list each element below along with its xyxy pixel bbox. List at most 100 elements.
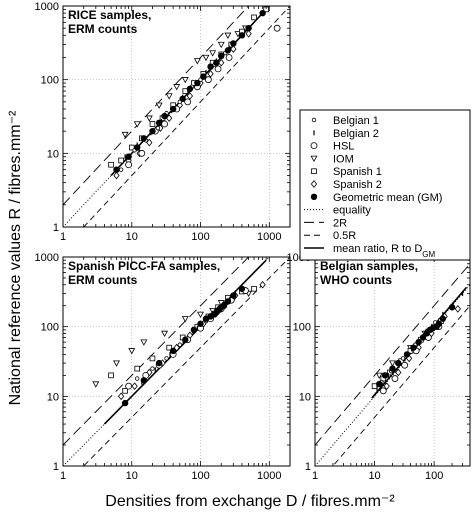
legend-label: IOM [333,153,354,165]
point-diamond-open [186,92,193,100]
legend-label: HSL [333,141,354,153]
point-circle-open [138,149,146,157]
point-square-open [149,355,156,362]
point-gm [190,326,198,334]
panel-title: Spanish PICC-FA samples, [68,259,220,273]
point-circle-open [161,120,168,128]
legend-label: equality [333,205,371,217]
point-gm [140,135,148,142]
plot-frame [62,256,291,467]
legend-swatch-square-open [311,168,317,175]
legend-swatch-circle-filled [310,193,318,200]
legend-swatch-triangle-down-open [310,155,318,163]
point-gm [169,105,177,113]
point-diamond-open [218,58,225,67]
point-square-open [118,157,124,164]
panel-title: RICE samples, [68,8,151,22]
legend-label: Spanish 1 [333,166,382,178]
legend-swatch-dot-open [311,117,317,123]
legend-item: HSL [310,141,354,153]
point-square-open [108,161,114,168]
point-circle-open [214,65,222,73]
line-2R [63,6,250,206]
line-0.5R [332,305,470,466]
legend-item: Spanish 1 [311,166,382,178]
point-triangle-down-open [140,339,148,346]
point-gm [410,344,417,351]
point-gm [415,338,422,346]
point-gm [140,377,148,384]
x-tick-label: 100 [191,231,209,243]
point-gm [207,63,214,70]
legend-item: 0.5R [304,230,356,242]
point-triangle-down-open [161,330,169,338]
point-circle-open [184,98,192,106]
point-triangle-down-open [128,348,136,355]
legend-label: Belgian 1 [333,115,379,127]
x-tick-label: 100 [191,470,209,482]
point-square-open [108,372,114,379]
y-tick-label: 1000 [35,1,59,13]
point-gm [230,292,237,299]
point-diamond-open [207,69,214,78]
point-dot-open [164,356,169,361]
point-gm [259,9,266,17]
point-gm [403,351,411,358]
point-square-open [134,365,141,372]
y-tick-label: 100 [293,322,311,334]
point-gm [224,47,232,54]
point-gm [197,320,204,327]
point-circle-open [391,375,399,382]
point-gm [448,304,456,311]
point-circle-open [401,361,409,369]
y-axis-label: National reference values R / fibres.mm⁻… [7,110,24,405]
point-triangle-down-open [209,50,217,57]
point-gm [125,153,132,160]
data-points [108,6,281,180]
point-triangle-down-open [224,32,232,39]
point-square-open [149,121,156,127]
point-gm [381,372,389,379]
y-tick-label: 10 [299,391,311,403]
x-tick-label: 1 [60,470,66,482]
point-square-open [251,285,257,292]
y-tick-label: 100 [41,322,59,334]
y-tick-label: 10 [47,148,59,160]
legend-swatch-circle-open [310,142,318,150]
point-triangle-down-open [197,311,205,319]
point-triangle-down-open [155,102,163,109]
point-triangle-down-open [193,58,201,65]
legend-item: 2R [304,217,347,229]
point-gm [149,127,156,135]
panel-title: ERM counts [68,22,138,36]
point-circle-open [204,76,212,84]
legend-item: IOM [310,153,354,165]
point-gm [113,166,120,173]
legend-label: 0.5R [333,230,356,242]
point-dot-open [150,366,155,371]
point-gm [435,320,443,327]
x-tick-label: 1000 [257,470,281,482]
point-gm [179,95,186,102]
y-tick-label: 1 [305,461,311,473]
point-gm [121,399,129,407]
point-diamond-open [383,382,390,390]
point-gm [200,73,207,80]
point-triangle-down-open [92,381,100,388]
legend-item: Belgian 2 [313,128,379,140]
point-gm [389,365,396,372]
x-tick-label: 1 [312,470,318,482]
legend-label: mean ratio, R to DGM [333,243,435,259]
legend-item: Belgian 1 [311,115,379,127]
y-tick-label: 1 [53,222,59,234]
point-circle-open [379,387,387,395]
x-tick-label: 100 [425,470,443,482]
x-tick-label: 10 [368,470,380,482]
point-circle-open [225,54,233,61]
point-gm [186,85,194,93]
point-gm [376,380,383,388]
point-dot-open [177,342,183,347]
point-gm [155,359,163,367]
